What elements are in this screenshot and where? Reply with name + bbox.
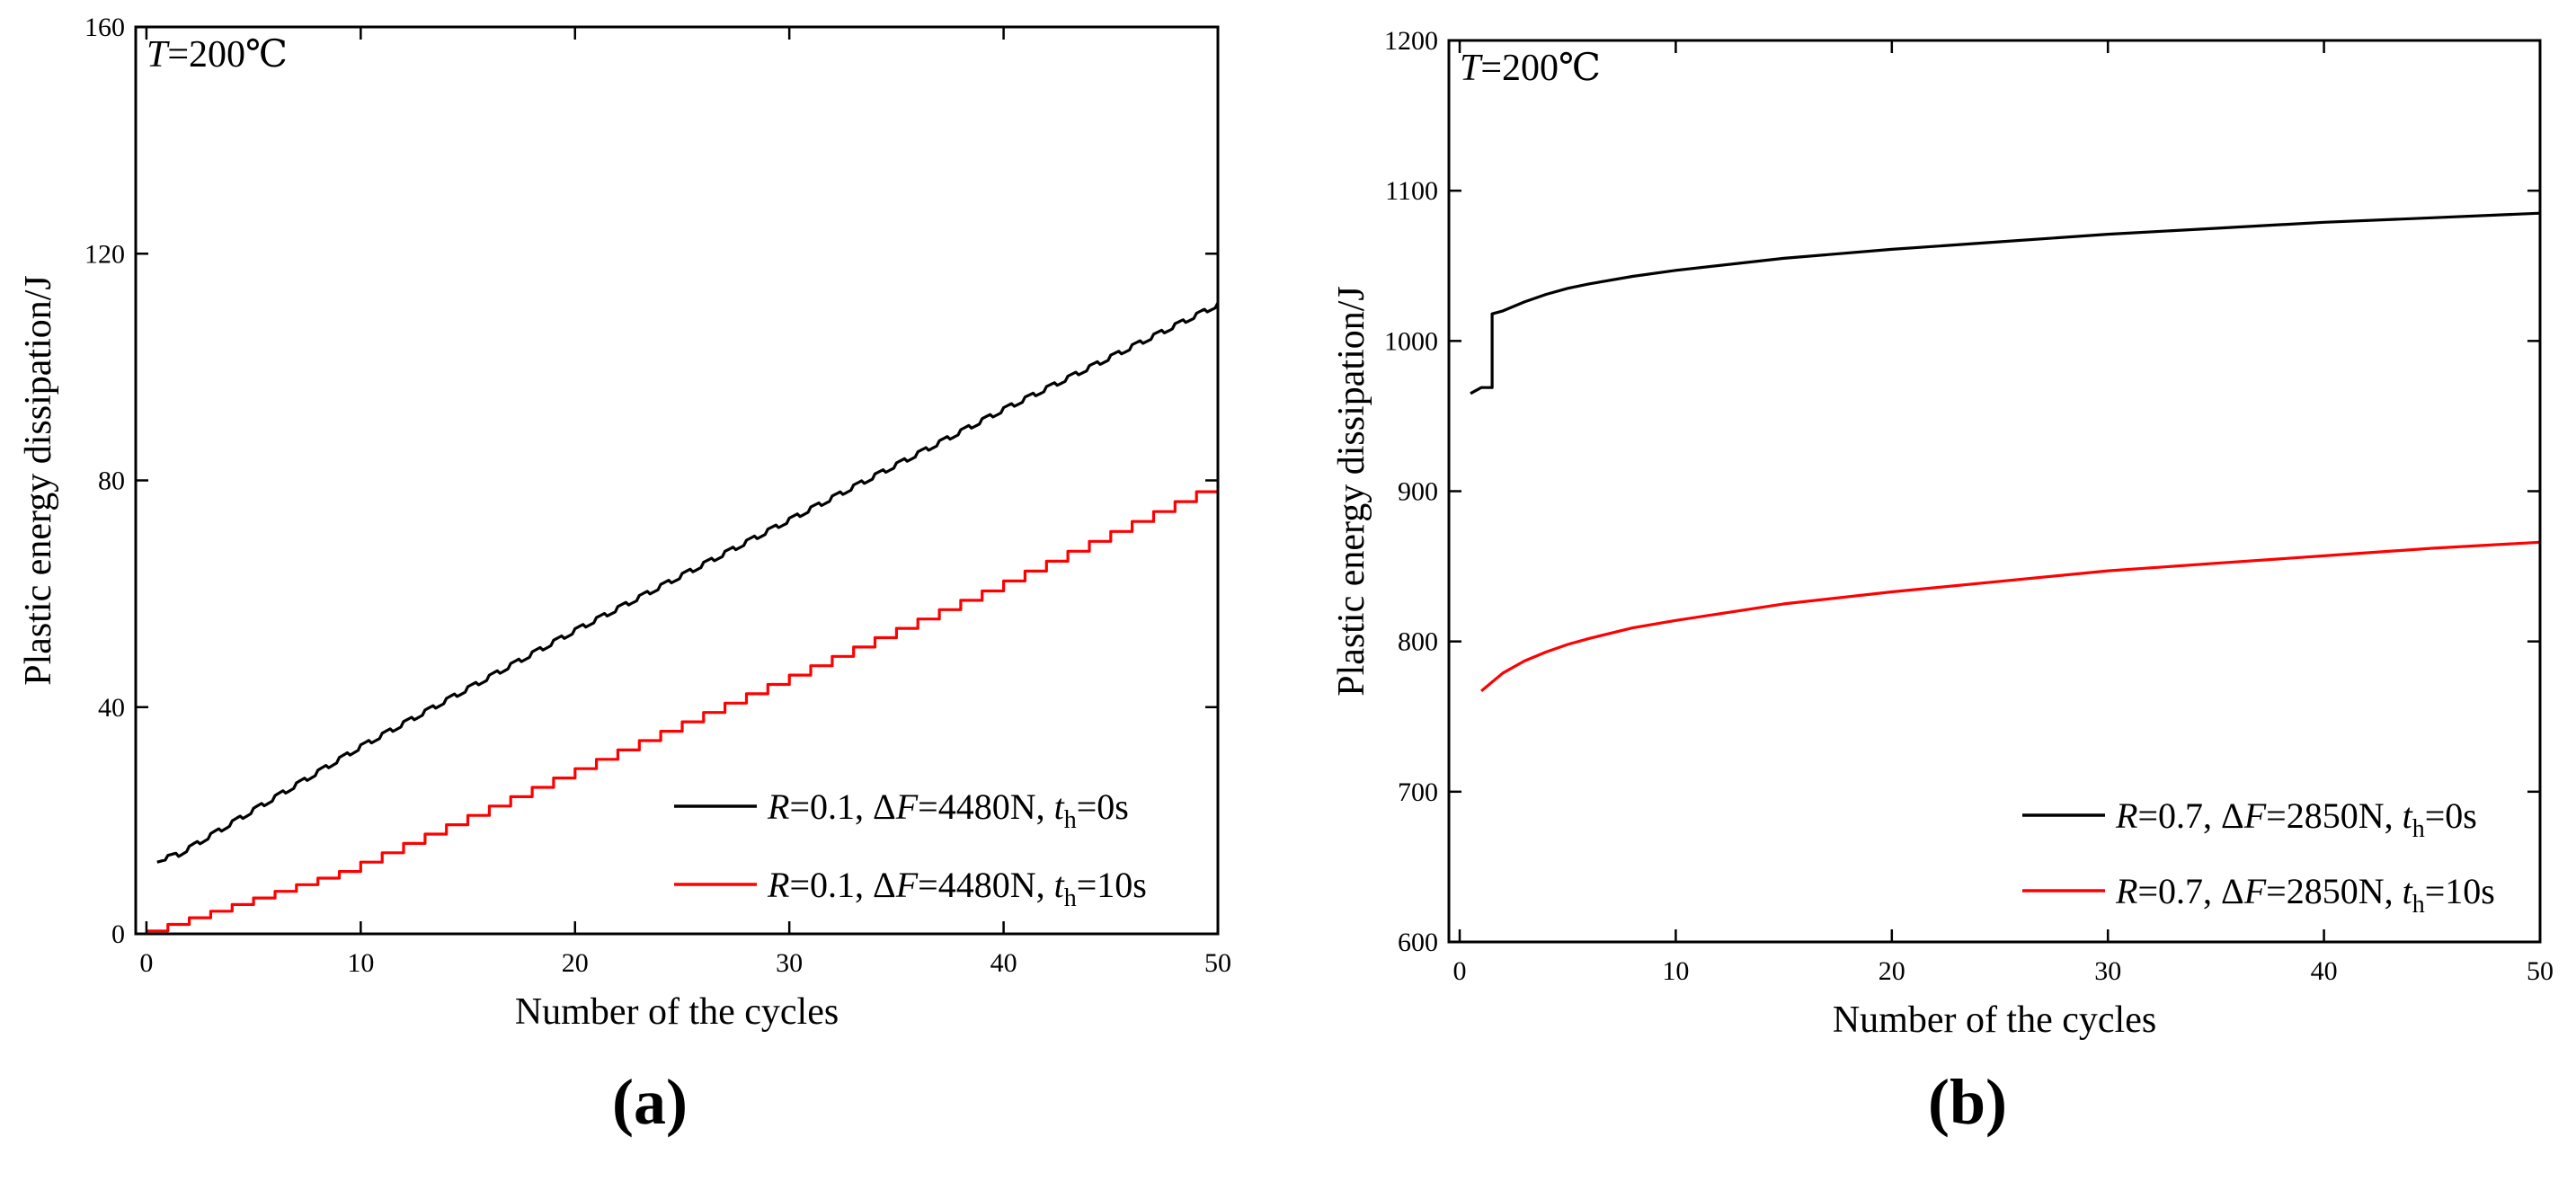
legend-r: R — [767, 786, 789, 827]
x-axis-label: Number of the cycles — [1833, 999, 2156, 1041]
chart-panel-b: 0 10 20 30 40 50 600 700 800 900 1000 1100 1200 Numbe… — [1331, 26, 2554, 1138]
legend-t-value: =0s — [2425, 795, 2477, 836]
y-axis-label: Plastic energy dissipation/J — [18, 275, 59, 686]
y-tick-label: 0 — [111, 919, 125, 949]
legend-r: R — [2115, 871, 2137, 911]
y-tick-label: 1200 — [1384, 26, 1438, 56]
legend-t-value: =10s — [2425, 871, 2495, 911]
legend-f-value: =4480N, — [918, 865, 1053, 905]
annotation-variable: T — [1460, 48, 1483, 89]
legend-r-value: =0.7, Δ — [2137, 795, 2243, 836]
legend-r-value: =0.1, Δ — [789, 865, 895, 905]
legend-f: F — [895, 786, 919, 827]
annotation-value: =200℃ — [1480, 48, 1601, 89]
legend-t-value: =0s — [1077, 786, 1129, 827]
legend-t-subscript: h — [2412, 815, 2425, 843]
legend-f-value: =2850N, — [2266, 795, 2402, 836]
temperature-annotation: T=200℃ — [1460, 48, 1601, 89]
series-line-th-10s — [1480, 540, 2541, 693]
legend-r-value: =0.1, Δ — [789, 786, 895, 827]
x-tick-label: 30 — [776, 948, 803, 978]
panel-label: (b) — [1928, 1066, 2007, 1138]
legend-t-subscript: h — [1064, 884, 1077, 912]
x-tick-label: 0 — [139, 948, 153, 978]
legend-f: F — [895, 865, 919, 905]
legend-f: F — [2243, 871, 2267, 911]
legend-t-subscript: h — [2412, 891, 2425, 919]
x-tick-label: 50 — [2527, 956, 2554, 986]
panel-label: (a) — [612, 1066, 688, 1138]
series-line-th-10s — [146, 490, 1218, 933]
legend-r: R — [2115, 795, 2137, 836]
legend-f-value: =2850N, — [2266, 871, 2402, 911]
legend-r: R — [767, 865, 789, 905]
x-tick-label: 10 — [1662, 956, 1689, 986]
legend-t-subscript: h — [1064, 806, 1077, 834]
y-tick-label: 40 — [98, 693, 125, 723]
annotation-value: =200℃ — [167, 34, 288, 75]
y-tick-label: 800 — [1398, 627, 1438, 657]
x-tick-label: 40 — [990, 948, 1017, 978]
y-tick-label: 120 — [84, 239, 125, 269]
legend-f-value: =4480N, — [918, 786, 1053, 827]
series-line-th-0s — [156, 302, 1220, 864]
y-tick-label: 700 — [1398, 777, 1438, 807]
x-tick-label: 20 — [1879, 956, 1905, 986]
series-line-th-0s — [1470, 211, 2541, 395]
y-tick-label: 1100 — [1385, 176, 1438, 206]
x-tick-label: 30 — [2094, 956, 2121, 986]
y-tick-label: 1000 — [1384, 326, 1438, 356]
y-tick-label: 600 — [1398, 928, 1438, 957]
legend-r-value: =0.7, Δ — [2137, 871, 2243, 911]
x-tick-label: 40 — [2311, 956, 2338, 986]
y-tick-label: 900 — [1398, 477, 1438, 507]
x-tick-label: 10 — [347, 948, 374, 978]
legend-t: t — [1054, 786, 1065, 827]
annotation-variable: T — [147, 34, 170, 75]
legend-t: t — [1054, 865, 1065, 905]
legend-label: R=0.7, ΔF=2850N, th=10s — [2115, 871, 2495, 919]
x-tick-label: 50 — [1204, 948, 1231, 978]
legend-label: R=0.1, ΔF=4480N, th=0s — [767, 786, 1129, 834]
legend-f: F — [2243, 795, 2267, 836]
legend-label: R=0.1, ΔF=4480N, th=10s — [767, 865, 1147, 912]
temperature-annotation: T=200℃ — [147, 34, 288, 75]
y-axis-label: Plastic energy dissipation/J — [1331, 286, 1372, 697]
chart-panel-a: 0 10 20 30 40 50 0 40 80 120 160 Number of the cycl… — [18, 13, 1231, 1138]
x-tick-label: 0 — [1453, 956, 1467, 986]
legend-t: t — [2403, 795, 2413, 836]
x-tick-label: 20 — [562, 948, 589, 978]
legend-label: R=0.7, ΔF=2850N, th=0s — [2115, 795, 2477, 843]
y-tick-label: 160 — [84, 13, 125, 42]
legend-t-value: =10s — [1077, 865, 1147, 905]
legend-t: t — [2403, 871, 2413, 911]
y-tick-label: 80 — [98, 466, 125, 496]
x-axis-label: Number of the cycles — [515, 991, 839, 1033]
